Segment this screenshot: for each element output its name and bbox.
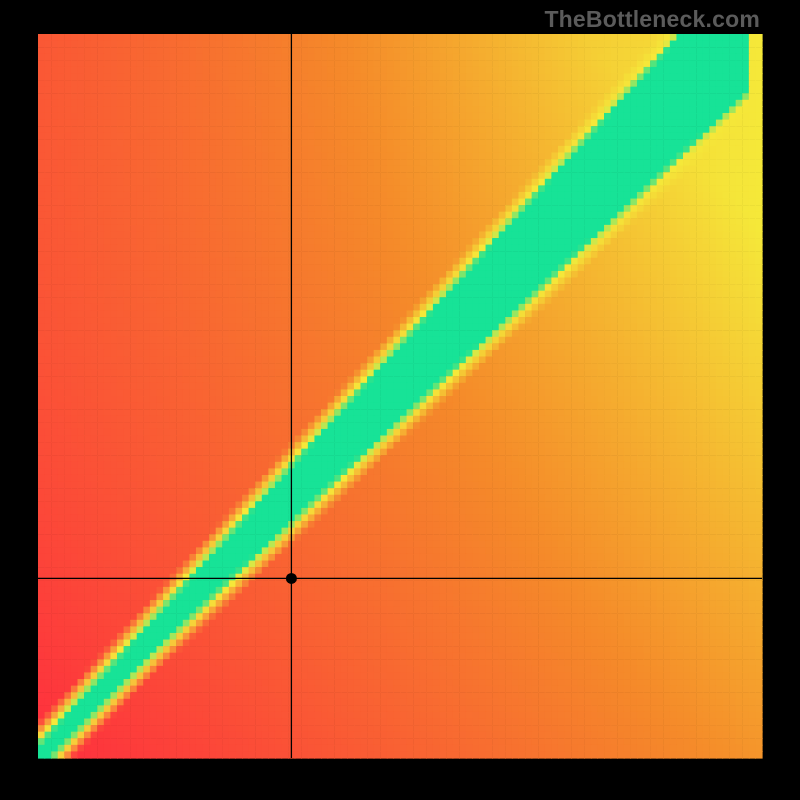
bottleneck-heatmap [0,0,800,800]
watermark-text: TheBottleneck.com [544,6,760,33]
chart-container: TheBottleneck.com [0,0,800,800]
